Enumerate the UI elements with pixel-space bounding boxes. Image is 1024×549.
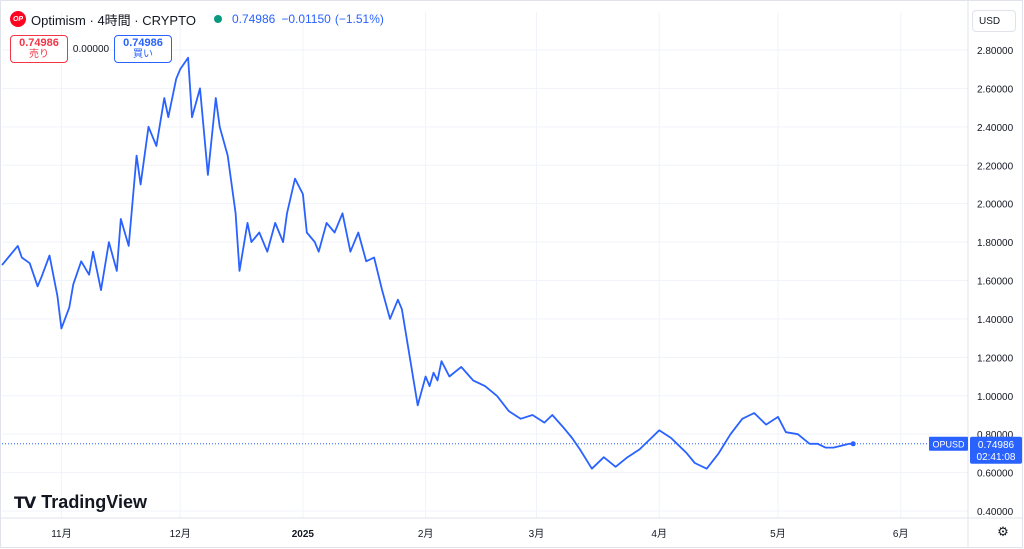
market-open-status-icon	[213, 15, 222, 23]
price-change: −0.01150	[281, 12, 331, 26]
x-tick-label: 11月	[51, 528, 71, 540]
y-tick-label: 0.80000	[977, 430, 1014, 441]
price-series-line	[1, 56, 854, 470]
buy-button[interactable]: 0.74986 買い	[114, 35, 172, 63]
tradingview-wordmark: TradingView	[41, 492, 147, 512]
buy-price: 0.74986	[123, 37, 163, 49]
y-tick-label: 2.60000	[977, 84, 1014, 95]
symbol-tag-label: OPUSD	[932, 439, 965, 449]
x-tick-label: 12月	[170, 528, 191, 540]
x-tick-label: 2月	[418, 528, 434, 540]
price-axis[interactable]: 0.40000 0.60000 0.80000 1.00000 1.20000 1.400…	[977, 46, 1014, 518]
spread-value: 0.00000	[72, 43, 110, 55]
price-change-percent: (−1.51%)	[334, 12, 384, 26]
y-tick-label: 1.80000	[977, 238, 1014, 249]
y-tick-label: 1.20000	[977, 353, 1014, 364]
settings-gear-icon[interactable]: ⚙	[997, 524, 1009, 539]
sell-button[interactable]: 0.74986 売り	[10, 35, 68, 63]
price-tag-countdown: 02:41:08	[977, 452, 1016, 463]
tradingview-logo-icon: 𝗧𝗩	[14, 494, 36, 512]
sell-label: 売り	[29, 49, 49, 60]
buy-label: 買い	[133, 49, 153, 60]
price-tag	[970, 436, 1022, 464]
y-tick-label: 0.40000	[977, 507, 1014, 518]
last-price: 0.74986	[231, 12, 276, 26]
price-tag-value: 0.74986	[978, 440, 1015, 451]
symbol-title[interactable]: Optimism · 4時間 · CRYPTO	[31, 12, 196, 28]
last-price-marker	[850, 441, 856, 447]
currency-selector[interactable]: USD	[972, 10, 1016, 32]
x-tick-label: 3月	[529, 528, 545, 540]
sell-price: 0.74986	[19, 37, 59, 49]
x-tick-label: 2025	[292, 529, 315, 540]
y-tick-label: 1.40000	[977, 315, 1014, 326]
y-tick-label: 2.80000	[977, 46, 1014, 57]
y-tick-label: 1.60000	[977, 277, 1014, 288]
y-tick-label: 2.20000	[977, 161, 1014, 172]
currency-label: USD	[979, 15, 1001, 27]
tradingview-logo[interactable]: 𝗧𝗩 TradingView	[14, 492, 147, 513]
symbol-header[interactable]: OP Optimism · 4時間 · CRYPTO 0.74986 −0.01…	[10, 9, 384, 29]
trade-buttons: 0.74986 売り 0.00000 0.74986 買い	[10, 35, 172, 63]
x-tick-label: 5月	[770, 528, 786, 540]
x-tick-label: 4月	[651, 528, 667, 540]
y-tick-label: 0.60000	[977, 469, 1014, 480]
x-tick-label: 6月	[893, 528, 909, 540]
grid	[2, 12, 968, 518]
last-price-tag: OPUSD 0.74986 02:41:08	[929, 436, 1022, 464]
symbol-tag	[929, 436, 968, 451]
time-axis[interactable]: 11月 12月 2025 2月 3月 4月 5月 6月	[51, 528, 908, 540]
optimism-logo-icon: OP	[10, 11, 26, 27]
y-tick-label: 2.00000	[977, 200, 1014, 211]
y-tick-label: 2.40000	[977, 123, 1014, 134]
y-tick-label: 1.00000	[977, 392, 1014, 403]
